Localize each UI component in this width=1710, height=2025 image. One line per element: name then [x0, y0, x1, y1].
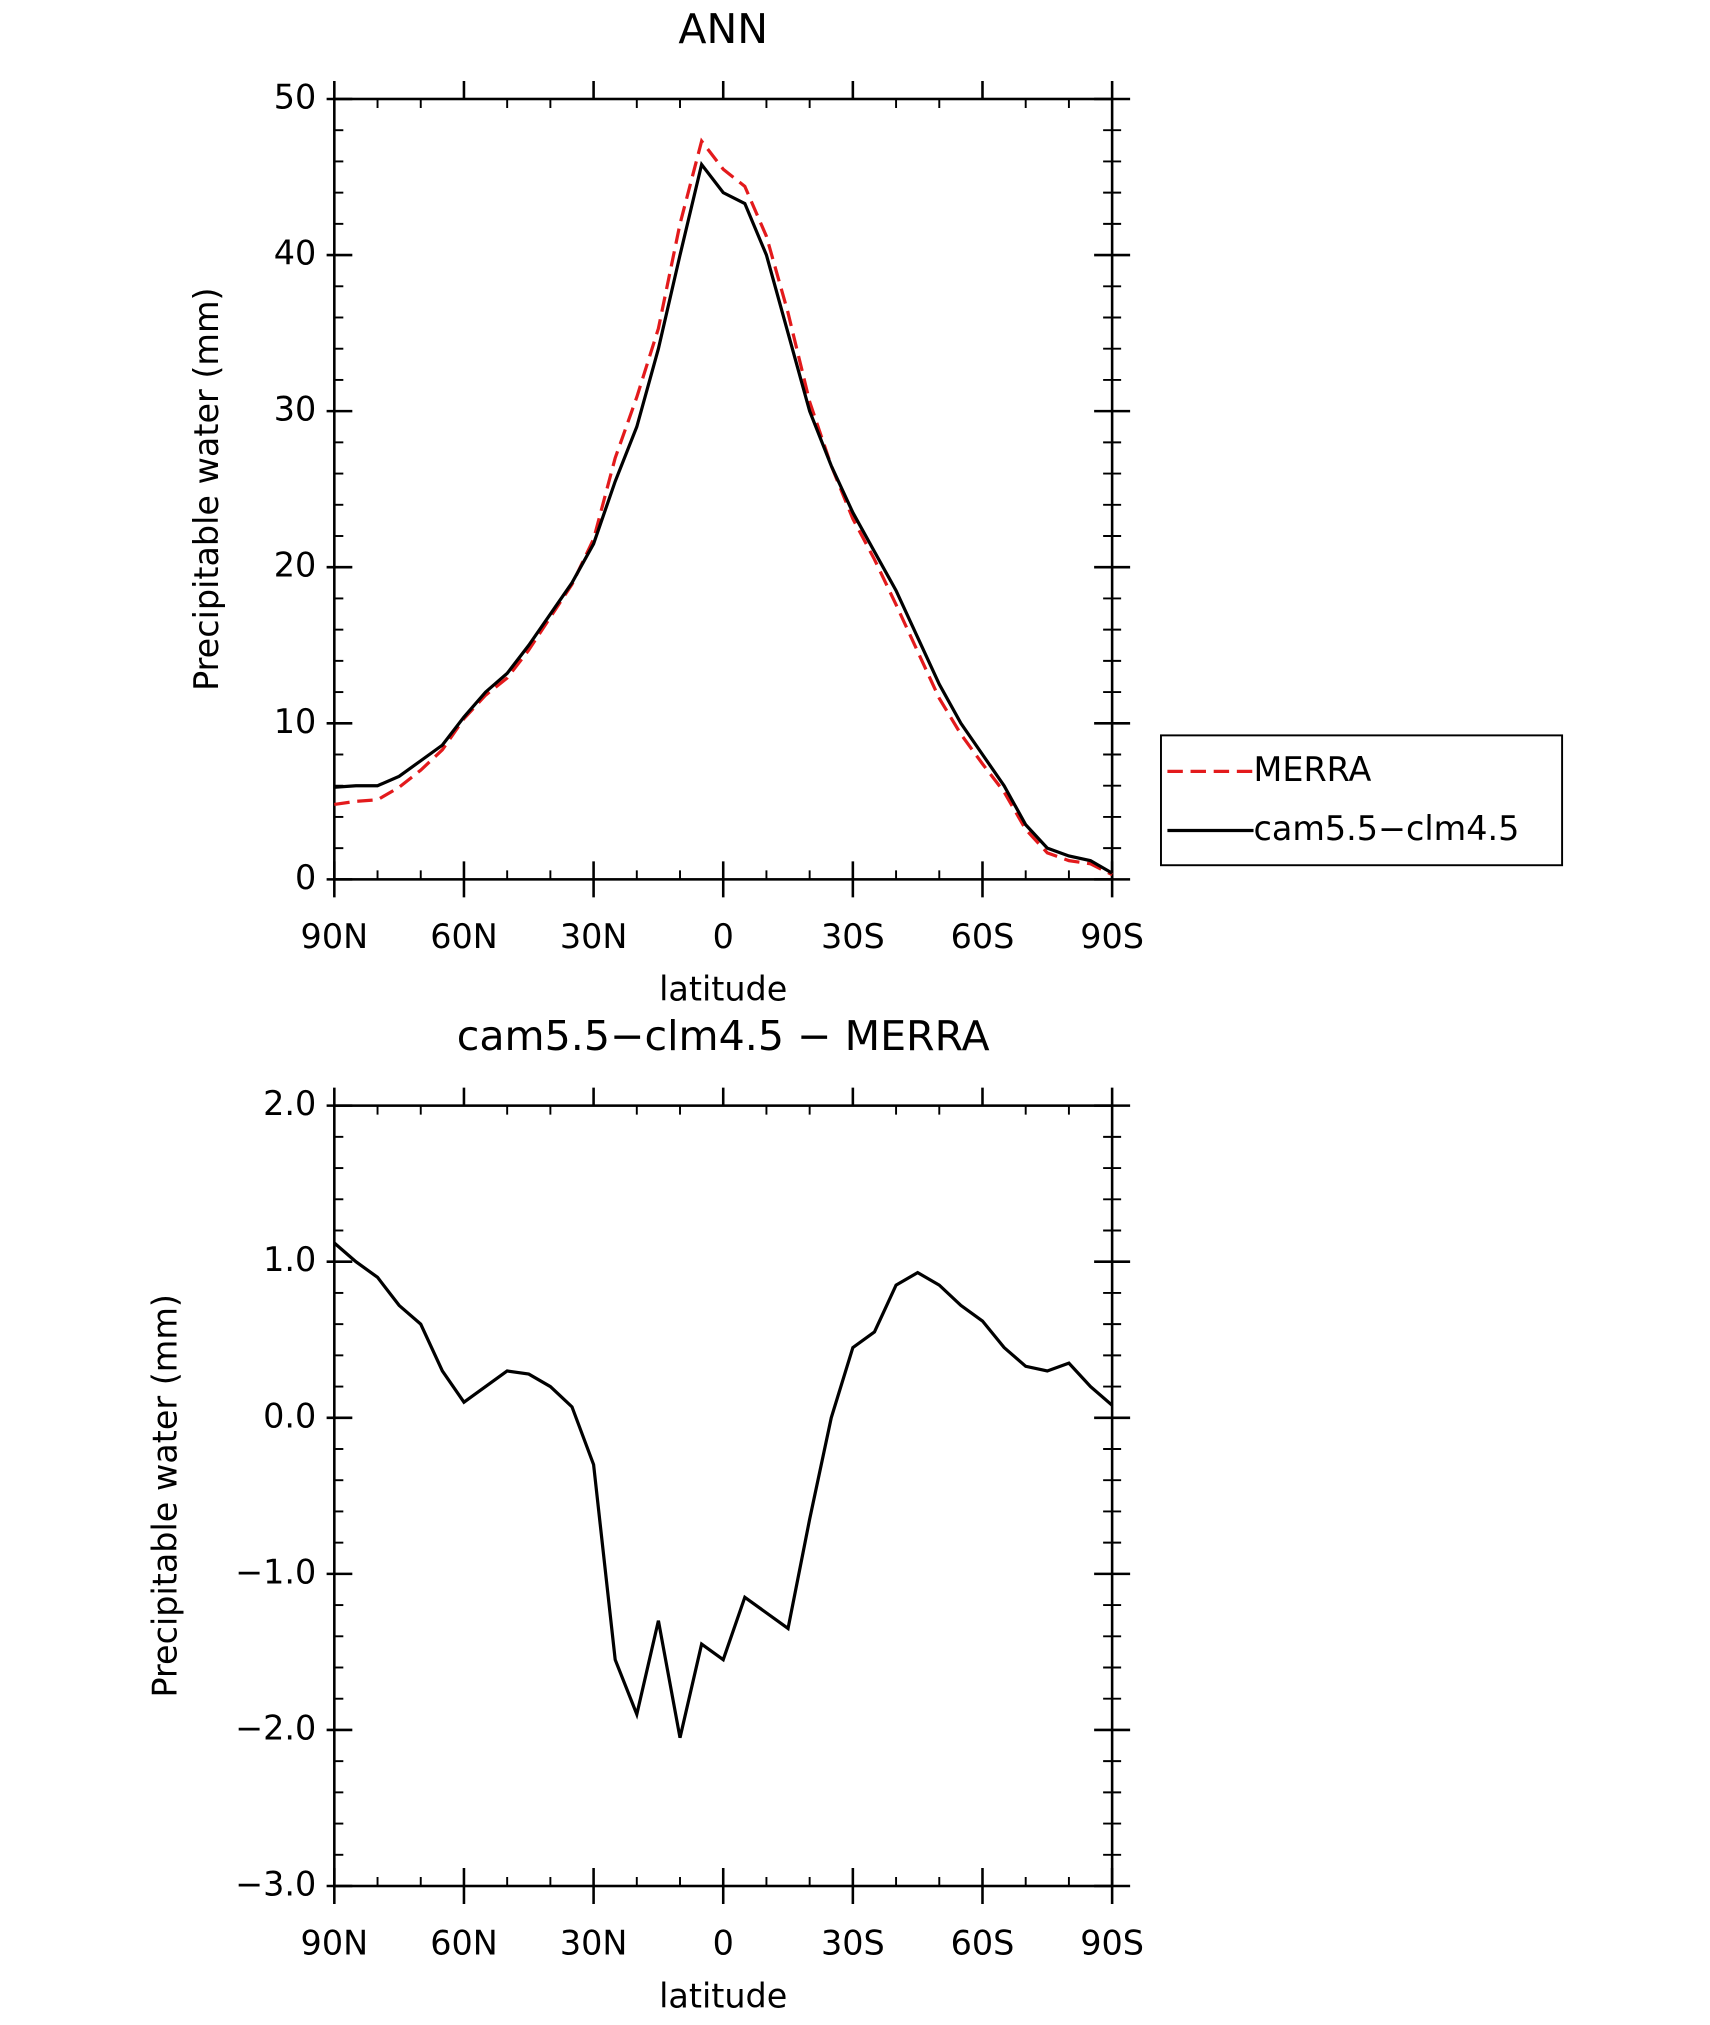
x-axis-label: latitude [659, 1976, 787, 2015]
x-tick-label: 30N [560, 1924, 628, 1963]
plot-frame [333, 97, 1114, 881]
chart-title: ANN [678, 5, 768, 53]
x-tick-label: 60N [430, 1924, 498, 1963]
x-tick-label: 60S [951, 1924, 1015, 1963]
legend-label: cam5.5−clm4.5 [1254, 809, 1520, 848]
y-tick-label: −1.0 [235, 1552, 316, 1591]
x-axis-label: latitude [659, 970, 787, 1009]
data-line [333, 1241, 1114, 1739]
legend-label: MERRA [1254, 750, 1372, 789]
y-tick-label: −3.0 [235, 1865, 316, 1904]
y-tick-label: 50 [274, 77, 317, 116]
chart-title: cam5.5−clm4.5 − MERRA [457, 1012, 990, 1060]
y-axis-label: Precipitable water (mm) [146, 1294, 185, 1697]
x-tick-label: 30S [821, 917, 885, 956]
y-axis-label: Precipitable water (mm) [187, 287, 226, 690]
x-tick-label: 30N [560, 917, 628, 956]
y-tick-label: 2.0 [263, 1084, 316, 1123]
y-tick-label: 0.0 [263, 1396, 316, 1435]
x-tick-label: 0 [713, 1924, 734, 1963]
y-tick-label: −2.0 [235, 1708, 316, 1747]
y-tick-label: 30 [274, 390, 317, 429]
y-tick-label: 0 [295, 858, 316, 897]
x-tick-label: 60S [951, 917, 1015, 956]
x-tick-label: 60N [430, 917, 498, 956]
y-tick-label: 1.0 [263, 1240, 316, 1279]
data-line [334, 137, 1113, 877]
x-tick-label: 0 [713, 917, 734, 956]
x-tick-label: 90N [301, 1924, 369, 1963]
x-tick-label: 90S [1080, 917, 1144, 956]
legend-box [1160, 734, 1564, 867]
x-tick-label: 30S [821, 1924, 885, 1963]
y-tick-label: 20 [274, 546, 317, 585]
data-line [334, 160, 1113, 875]
x-tick-label: 90N [301, 917, 369, 956]
y-tick-label: 40 [274, 234, 317, 273]
y-tick-label: 10 [274, 702, 317, 741]
x-tick-label: 90S [1080, 1924, 1144, 1963]
plot-frame [333, 1104, 1114, 1888]
